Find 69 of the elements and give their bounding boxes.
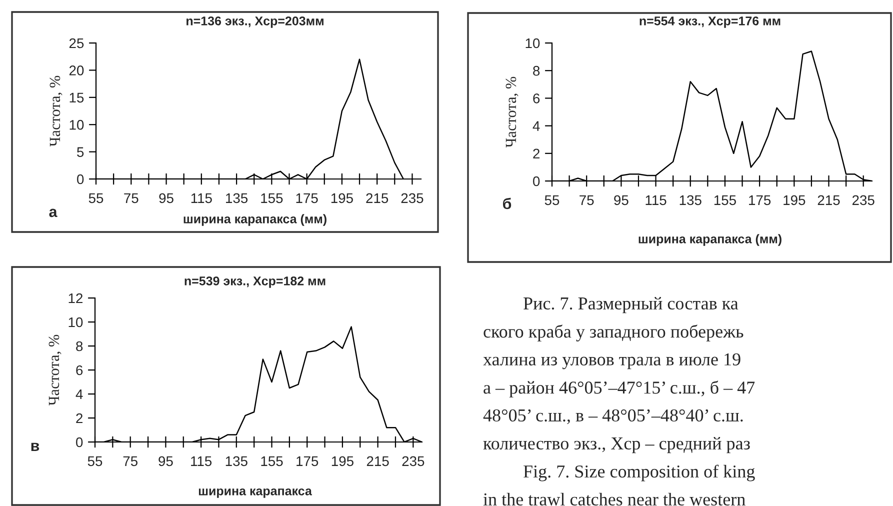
x-axis-title: ширина карапакса (мм) xyxy=(638,234,782,246)
x-tick-label: 215 xyxy=(366,193,388,204)
x-tick-label: 215 xyxy=(818,195,840,206)
y-tick-label: 15 xyxy=(70,92,84,103)
text: халина из уловов трала в июле 19 xyxy=(483,353,740,370)
x-tick-label: 195 xyxy=(331,193,353,204)
y-tick-label: 10 xyxy=(70,120,84,130)
x-tick-label: 75 xyxy=(124,193,138,204)
x-tick-label: 115 xyxy=(191,193,212,204)
x-tick-label: 155 xyxy=(261,456,283,466)
x-tick-label: 95 xyxy=(614,195,628,206)
x-tick-label: 95 xyxy=(159,193,174,204)
x-tick-label: 55 xyxy=(88,193,104,204)
text: Рис. 7. Размерный состав ка xyxy=(524,296,738,314)
text: in the trawl catches near the western xyxy=(483,492,746,506)
text: ского краба у западного побережь xyxy=(484,324,744,342)
y-tick-label: 4 xyxy=(76,389,83,400)
x-tick-label: 175 xyxy=(296,193,318,204)
x-tick-label: 75 xyxy=(580,195,594,206)
chart-title: n=136 экз., Xср=203мм xyxy=(186,16,324,28)
x-tick-label: 115 xyxy=(191,456,212,466)
x-tick-label: 235 xyxy=(852,195,874,206)
chart-title: n=554 экз., Xср=176 мм xyxy=(640,16,780,28)
y-tick-label: 12 xyxy=(68,293,82,304)
y-tick-label: 2 xyxy=(76,413,82,424)
y-tick-label: 5 xyxy=(77,147,84,157)
y-tick-label: 6 xyxy=(533,94,540,104)
x-tick-label: 155 xyxy=(261,193,283,204)
caption: Fig. 7. Size composition of king xyxy=(524,464,755,482)
text: б xyxy=(502,198,512,210)
y-tick-label: 6 xyxy=(76,365,83,376)
x-tick-label: 135 xyxy=(226,193,248,204)
x-axis-title: ширина карапакса (мм) xyxy=(184,214,326,226)
y-tick-label: 20 xyxy=(69,66,84,76)
x-tick-label: 175 xyxy=(296,456,318,466)
x-tick-label: 75 xyxy=(123,456,138,466)
text: 48°05’ с.ш., в – 48°05’–48°40’ с.ш. xyxy=(483,409,743,424)
x-tick-label: 135 xyxy=(680,195,702,206)
x-tick-label: 135 xyxy=(226,456,248,466)
x-tick-label: 175 xyxy=(749,195,771,206)
text: количество экз., Xcp – средний раз xyxy=(483,436,750,454)
chart-title: n=539 экз., Xср=182 мм xyxy=(184,276,326,288)
y-tick-label: 2 xyxy=(533,148,540,158)
y-axis-title: Частота, % xyxy=(50,76,62,147)
y-tick-label: 25 xyxy=(69,38,84,48)
x-tick-label: 55 xyxy=(544,195,560,206)
y-tick-label: 0 xyxy=(76,437,83,448)
y-axis-title: Частота, % xyxy=(48,334,62,406)
x-tick-label: 235 xyxy=(401,193,424,204)
x-tick-label: 215 xyxy=(366,456,389,466)
y-tick-label: 10 xyxy=(68,317,83,328)
x-tick-label: 195 xyxy=(784,195,806,206)
x-tick-label: 195 xyxy=(332,456,354,466)
y-tick-label: 8 xyxy=(76,341,83,352)
y-axis-title: Частота, % xyxy=(506,76,518,148)
x-tick-label: 115 xyxy=(646,195,666,206)
x-tick-label: 235 xyxy=(402,456,424,466)
x-axis-title: ширина карапакса xyxy=(198,488,312,498)
y-tick-label: 0 xyxy=(77,174,84,184)
text: а – район 46°05’–47°15’ с.ш., б – 47 xyxy=(484,380,755,398)
y-tick-label: 8 xyxy=(533,66,540,76)
y-tick-label: 4 xyxy=(532,121,540,131)
y-tick-label: 0 xyxy=(533,176,540,186)
x-tick-label: 55 xyxy=(88,456,102,466)
text: в xyxy=(31,442,40,451)
y-tick-label: 10 xyxy=(526,38,540,48)
text: а xyxy=(49,208,58,218)
x-tick-label: 95 xyxy=(158,456,173,466)
x-tick-label: 155 xyxy=(714,195,736,206)
